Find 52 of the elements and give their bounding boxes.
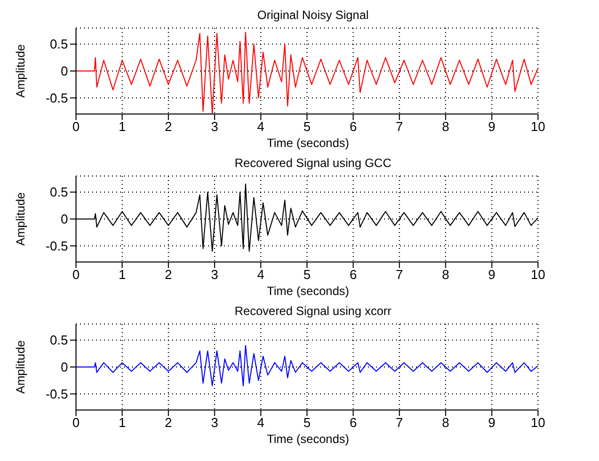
x-tick-label: 3 (210, 119, 218, 134)
x-tick-label: 7 (396, 415, 404, 430)
x-tick-label: 4 (257, 119, 264, 134)
x-axis-title: Time (seconds) (266, 432, 350, 448)
x-tick-label: 9 (488, 119, 496, 134)
x-tick-label: 8 (442, 119, 450, 134)
x-tick-label: 9 (488, 267, 496, 282)
chart-title: Recovered Signal using GCC (234, 156, 392, 172)
x-tick-label: 8 (442, 415, 450, 430)
x-axis-title: Time (seconds) (266, 284, 350, 300)
chart-title: Original Noisy Signal (256, 8, 370, 24)
x-tick-label: 0 (72, 119, 80, 134)
x-tick-label: 10 (530, 267, 546, 282)
x-tick-label: 9 (488, 415, 496, 430)
x-tick-label: 6 (350, 267, 357, 282)
x-tick-label: 1 (118, 415, 126, 430)
x-tick-label: 1 (118, 267, 126, 282)
x-tick-label: 3 (210, 267, 218, 282)
line-series (76, 345, 538, 386)
y-axis-title: Amplitude (13, 340, 28, 394)
x-tick-label: 8 (442, 267, 450, 282)
x-tick-label: 0 (72, 415, 80, 430)
y-tick-label: 0.5 (50, 332, 68, 348)
x-tick-label: 2 (164, 267, 172, 282)
x-tick-label: 2 (164, 119, 172, 134)
y-axis-title: Amplitude (13, 192, 28, 246)
x-tick-label: 4 (257, 267, 264, 282)
chart-title: Recovered Signal using xcorr (234, 304, 392, 320)
x-tick-label: 4 (257, 415, 264, 430)
y-tick-label: -0.5 (46, 386, 68, 402)
x-tick-label: 7 (396, 119, 404, 134)
x-tick-label: 6 (350, 415, 357, 430)
y-tick-label: 0 (60, 360, 68, 375)
y-tick-label: 0 (60, 64, 68, 79)
y-tick-label: 0.5 (50, 36, 68, 52)
x-tick-label: 2 (164, 415, 172, 430)
y-tick-label: -0.5 (46, 238, 68, 254)
x-tick-label: 1 (118, 119, 126, 134)
x-tick-label: 10 (530, 415, 546, 430)
y-axis-title: Amplitude (13, 44, 28, 98)
x-tick-label: 6 (350, 119, 357, 134)
y-tick-label: -0.5 (46, 90, 68, 106)
x-tick-label: 5 (303, 415, 311, 430)
y-tick-label: 0 (60, 212, 68, 227)
y-tick-label: 0.5 (50, 184, 68, 200)
x-axis-title: Time (seconds) (266, 136, 350, 152)
x-tick-label: 0 (72, 267, 80, 282)
x-tick-label: 3 (210, 415, 218, 430)
x-tick-label: 5 (303, 119, 311, 134)
x-tick-label: 7 (396, 267, 404, 282)
x-tick-label: 5 (303, 267, 311, 282)
x-tick-label: 10 (530, 119, 546, 134)
